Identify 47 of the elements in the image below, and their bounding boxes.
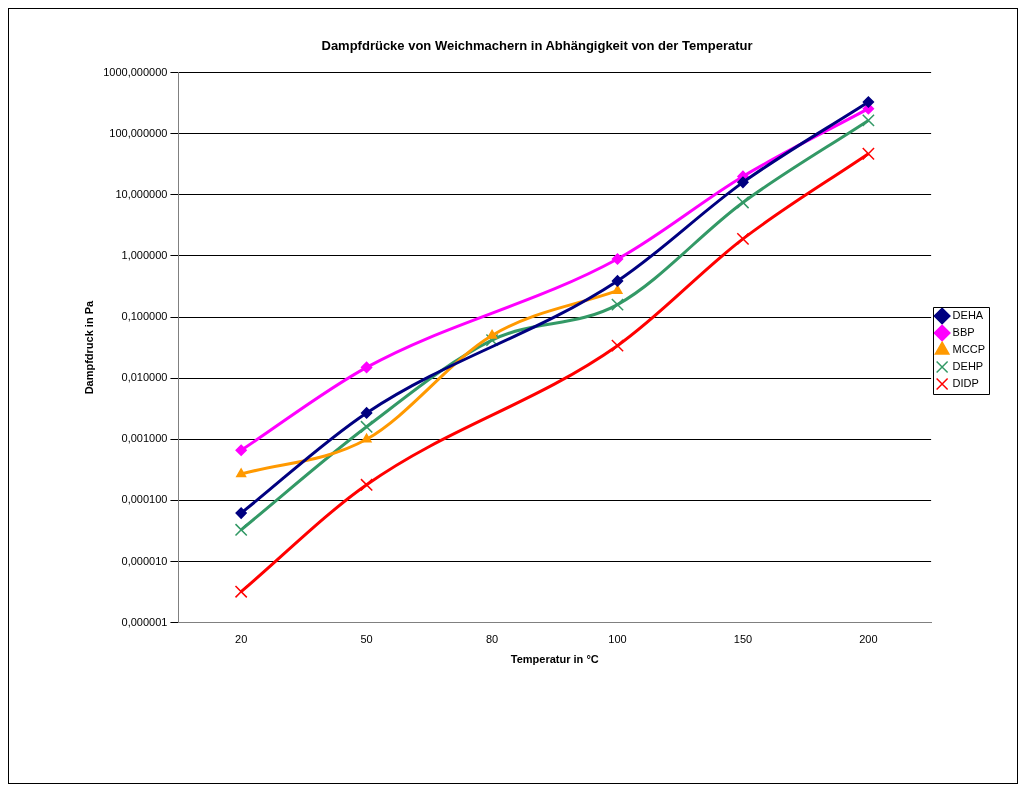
y-tick-label: 0,000100 [121, 493, 168, 506]
point [736, 232, 750, 246]
point [611, 275, 624, 287]
x-tick-label: 100 [608, 633, 627, 646]
legend-label: DEHP [952, 360, 984, 373]
x-tick-label: 80 [485, 633, 499, 646]
point [236, 468, 247, 478]
legend-label: DEHA [952, 309, 984, 322]
point [862, 96, 875, 108]
point [360, 361, 373, 374]
legend-label: MCCP [952, 343, 985, 356]
point [612, 284, 623, 294]
point [611, 339, 624, 353]
legend-label: BBP [952, 326, 975, 339]
point [234, 585, 248, 599]
y-tick-label: 1000,000000 [103, 65, 168, 78]
point [235, 444, 247, 457]
x-axis-title: Temperatur in °C [510, 653, 599, 666]
chart-title: Dampfdrücke von Weichmachern in Abhängigkeit von der Temperatur [321, 38, 753, 54]
legend-label: DIDP [952, 377, 979, 390]
y-tick-label: 100,000000 [109, 126, 168, 139]
point [861, 147, 875, 161]
x-tick-label: 20 [235, 633, 248, 646]
point [361, 433, 372, 443]
point [360, 420, 374, 434]
point [611, 298, 624, 311]
point [486, 329, 498, 339]
point [736, 196, 750, 209]
point [485, 333, 499, 347]
y-tick-label: 0,100000 [121, 310, 168, 323]
y-tick-label: 0,010000 [121, 371, 168, 384]
point [234, 523, 248, 537]
point [611, 253, 624, 265]
y-tick-label: 1,000000 [121, 248, 168, 261]
y-axis-title: Dampfdruck in Pa [82, 299, 95, 395]
y-tick-label: 10,000000 [115, 187, 168, 200]
point [861, 114, 875, 127]
y-tick-label: 0,001000 [121, 432, 168, 445]
x-tick-label: 50 [360, 633, 373, 646]
x-tick-label: 150 [733, 633, 753, 646]
point [360, 407, 373, 419]
y-tick-label: 0,000010 [121, 554, 168, 567]
point [737, 176, 749, 189]
x-tick-label: 200 [859, 633, 878, 646]
point [360, 478, 374, 492]
y-tick-label: 0,000001 [121, 615, 168, 628]
point [235, 507, 247, 519]
